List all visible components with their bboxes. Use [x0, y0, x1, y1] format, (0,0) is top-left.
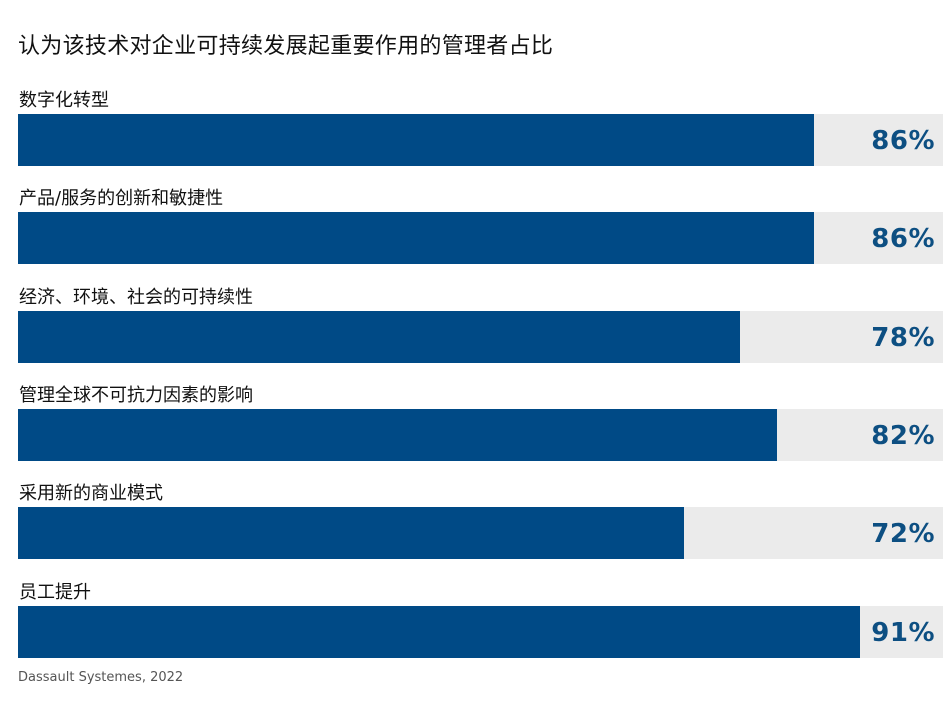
chart-title: 认为该技术对企业可持续发展起重要作用的管理者占比	[18, 34, 554, 59]
bar-track: 91%	[18, 605, 943, 658]
bar	[18, 408, 777, 461]
value-label: 86%	[871, 126, 935, 156]
category-label: 数字化转型	[19, 90, 109, 111]
bar	[18, 310, 740, 363]
bar-track: 86%	[18, 212, 943, 265]
bar	[18, 114, 814, 166]
bar-track: 78%	[18, 310, 943, 363]
bar	[18, 507, 684, 560]
category-label: 管理全球不可抗力因素的影响	[19, 384, 253, 406]
bar	[18, 605, 860, 658]
category-label: 产品/服务的创新和敏捷性	[19, 188, 224, 210]
category-label: 采用新的商业模式	[19, 483, 163, 505]
value-label: 78%	[871, 322, 935, 353]
bar-track: 86%	[18, 114, 943, 166]
bar	[18, 212, 814, 265]
bar-track: 72%	[18, 507, 943, 560]
source-note: Dassault Systemes, 2022	[18, 670, 184, 685]
value-label: 86%	[871, 224, 935, 255]
category-label: 经济、环境、社会的可持续性	[19, 286, 253, 308]
category-label: 员工提升	[19, 581, 91, 603]
value-label: 91%	[871, 617, 935, 648]
value-label: 82%	[871, 420, 935, 451]
value-label: 72%	[871, 519, 935, 550]
bar-track: 82%	[18, 408, 943, 461]
